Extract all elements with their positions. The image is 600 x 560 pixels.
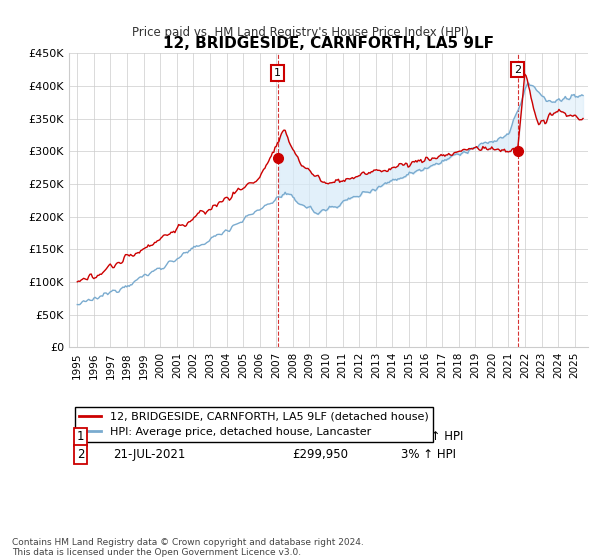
Text: 30% ↑ HPI: 30% ↑ HPI [401, 431, 464, 444]
Title: 12, BRIDGESIDE, CARNFORTH, LA5 9LF: 12, BRIDGESIDE, CARNFORTH, LA5 9LF [163, 36, 494, 50]
Text: Contains HM Land Registry data © Crown copyright and database right 2024.
This d: Contains HM Land Registry data © Crown c… [12, 538, 364, 557]
Text: 21-JUL-2021: 21-JUL-2021 [113, 448, 185, 461]
Text: Price paid vs. HM Land Registry's House Price Index (HPI): Price paid vs. HM Land Registry's House … [131, 26, 469, 39]
Text: 31-JAN-2007: 31-JAN-2007 [113, 431, 187, 444]
Text: 1: 1 [77, 431, 84, 444]
Text: £290,000: £290,000 [292, 431, 348, 444]
Text: 2: 2 [77, 448, 84, 461]
Legend: 12, BRIDGESIDE, CARNFORTH, LA5 9LF (detached house), HPI: Average price, detache: 12, BRIDGESIDE, CARNFORTH, LA5 9LF (deta… [74, 407, 433, 442]
Text: £299,950: £299,950 [292, 448, 348, 461]
Text: 1: 1 [274, 68, 281, 78]
Text: 2: 2 [514, 64, 521, 74]
Text: 3% ↑ HPI: 3% ↑ HPI [401, 448, 456, 461]
